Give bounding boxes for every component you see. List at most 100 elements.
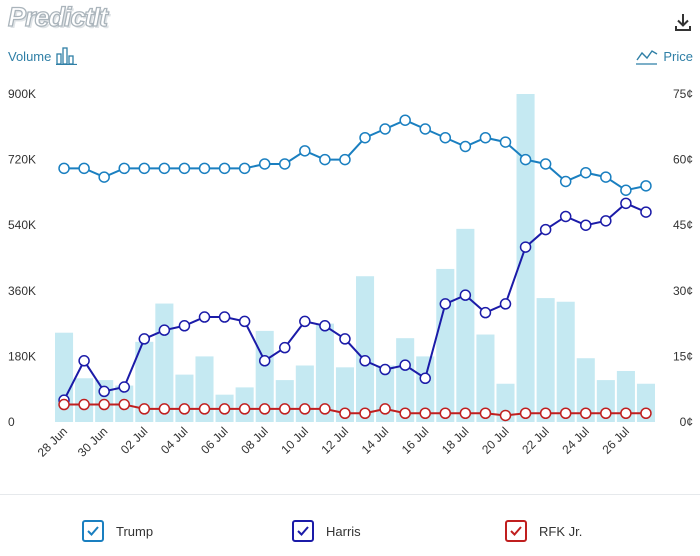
x-tick-label: 26 Jul bbox=[599, 424, 632, 457]
check-icon bbox=[297, 526, 309, 536]
data-point bbox=[279, 341, 291, 354]
download-icon[interactable] bbox=[674, 12, 692, 32]
y-left-tick-label: 540K bbox=[8, 218, 36, 232]
data-point bbox=[118, 162, 130, 175]
data-point bbox=[459, 140, 472, 153]
data-point bbox=[178, 162, 191, 175]
data-point bbox=[118, 398, 130, 411]
y-right-tick-label: 45¢ bbox=[673, 218, 693, 232]
data-point bbox=[620, 184, 632, 196]
data-point bbox=[178, 403, 191, 415]
data-point bbox=[499, 136, 512, 148]
data-point bbox=[339, 407, 351, 420]
legend-checkbox[interactable] bbox=[82, 520, 104, 542]
data-point bbox=[98, 385, 110, 398]
data-point bbox=[539, 158, 552, 170]
data-point bbox=[620, 197, 632, 210]
legend-item-trump[interactable]: Trump bbox=[82, 520, 153, 542]
data-point bbox=[519, 153, 532, 166]
data-point bbox=[218, 162, 231, 175]
legend-checkbox[interactable] bbox=[505, 520, 527, 542]
data-point bbox=[198, 403, 211, 415]
data-point bbox=[439, 131, 452, 144]
legend-label: Harris bbox=[326, 523, 361, 539]
volume-label: Volume bbox=[8, 48, 52, 64]
data-point bbox=[218, 403, 231, 415]
volume-axis-title: Volume bbox=[8, 47, 78, 65]
legend-item-rfk-jr[interactable]: RFK Jr. bbox=[505, 520, 582, 542]
series-line-trump bbox=[64, 119, 647, 192]
data-point bbox=[258, 355, 271, 367]
legend-checkbox[interactable] bbox=[292, 520, 314, 542]
x-tick-label: 12 Jul bbox=[319, 424, 352, 457]
data-point bbox=[399, 407, 411, 420]
data-point bbox=[299, 315, 311, 328]
data-point bbox=[640, 407, 652, 420]
data-point bbox=[359, 355, 371, 367]
x-tick-label: 08 Jul bbox=[238, 424, 271, 457]
y-right-tick-label: 75¢ bbox=[673, 87, 693, 101]
data-point bbox=[459, 289, 472, 301]
y-left-tick-label: 900K bbox=[8, 87, 36, 101]
data-point bbox=[258, 403, 271, 415]
data-point bbox=[559, 175, 572, 188]
data-point bbox=[299, 403, 311, 415]
volume-bar bbox=[175, 374, 194, 422]
volume-bar bbox=[616, 370, 635, 422]
data-point bbox=[539, 223, 552, 236]
data-point bbox=[399, 114, 411, 126]
x-tick-label: 16 Jul bbox=[399, 424, 432, 457]
x-tick-label: 14 Jul bbox=[359, 424, 392, 457]
check-icon bbox=[87, 526, 99, 536]
data-point bbox=[78, 162, 90, 175]
volume-bar bbox=[476, 334, 495, 422]
data-point bbox=[258, 158, 271, 170]
data-point bbox=[118, 381, 130, 393]
data-point bbox=[620, 407, 632, 420]
data-point bbox=[519, 241, 532, 253]
data-point bbox=[238, 403, 251, 415]
volume-bar bbox=[335, 367, 354, 422]
data-point bbox=[499, 298, 512, 310]
data-point bbox=[198, 311, 211, 323]
data-point bbox=[379, 403, 391, 415]
header: PredictIt bbox=[0, 0, 700, 44]
data-point bbox=[439, 298, 452, 310]
data-point bbox=[419, 372, 431, 385]
data-point bbox=[399, 359, 411, 371]
data-point bbox=[580, 166, 592, 179]
line-chart-icon bbox=[636, 50, 658, 65]
data-point bbox=[238, 162, 251, 175]
bar-chart-icon bbox=[56, 47, 78, 65]
y-right-tick-label: 30¢ bbox=[673, 284, 693, 298]
x-tick-label: 18 Jul bbox=[439, 424, 472, 457]
y-right-tick-label: 0¢ bbox=[680, 415, 693, 429]
check-icon bbox=[510, 526, 522, 536]
data-point bbox=[339, 333, 351, 345]
x-tick-label: 06 Jul bbox=[198, 424, 231, 457]
data-point bbox=[479, 407, 492, 420]
price-axis-title: Price bbox=[636, 47, 693, 65]
data-point bbox=[279, 403, 291, 415]
data-point bbox=[158, 324, 171, 336]
legend-label: Trump bbox=[116, 523, 154, 539]
data-point bbox=[479, 131, 492, 144]
data-point bbox=[580, 407, 592, 420]
volume-bar bbox=[576, 358, 595, 422]
price-volume-chart: 0 180K 360K 540K 720K 900K 0¢ 15¢ 30¢ 45¢ 60¢ 75¢ 28… bbox=[8, 87, 693, 460]
data-point bbox=[158, 403, 171, 415]
x-tick-label: 10 Jul bbox=[278, 424, 311, 457]
x-tick-label: 24 Jul bbox=[559, 424, 592, 457]
data-point bbox=[238, 315, 251, 328]
y-left-tick-label: 720K bbox=[8, 153, 36, 167]
volume-bar bbox=[536, 298, 555, 422]
data-point bbox=[600, 171, 612, 183]
y-right-tick-label: 60¢ bbox=[673, 153, 693, 167]
predictit-logo[interactable]: PredictIt bbox=[7, 1, 108, 32]
data-point bbox=[459, 407, 472, 420]
legend-item-harris[interactable]: Harris bbox=[292, 520, 361, 542]
volume-bar bbox=[275, 380, 294, 422]
data-point bbox=[539, 407, 552, 420]
data-point bbox=[78, 355, 90, 367]
data-point bbox=[519, 407, 532, 420]
